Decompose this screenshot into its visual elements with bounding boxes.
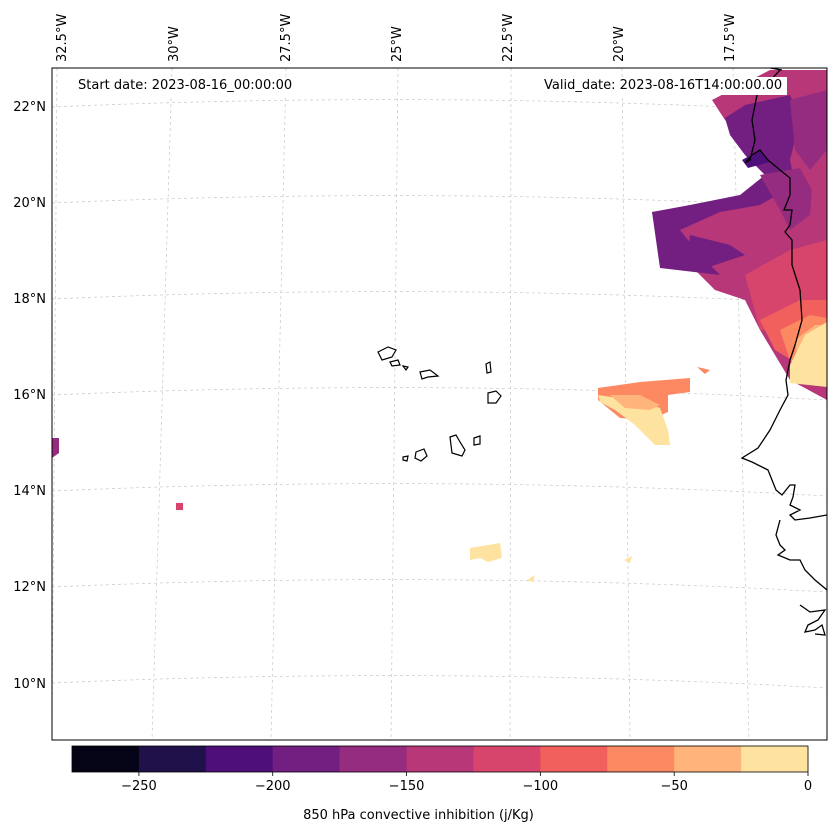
cin-patch-25-b xyxy=(470,543,502,562)
island-santiago xyxy=(449,434,466,457)
lat-label: 20°N xyxy=(13,196,46,211)
colorbar-segment xyxy=(674,746,742,772)
cin-patch-25-c xyxy=(527,575,535,582)
lat-label: 12°N xyxy=(13,580,46,595)
island-sal xyxy=(485,361,492,374)
colorbar-tick-label: −250 xyxy=(121,779,157,794)
gridline-lon-17-5 xyxy=(732,68,750,740)
cin-patch-75-b xyxy=(697,367,710,374)
gridline-lon-30 xyxy=(151,68,173,740)
lon-label: 22.5°W xyxy=(501,14,516,62)
gridline-lat-14 xyxy=(52,483,827,497)
lon-label: 30°W xyxy=(167,26,182,62)
gridline-lat-16 xyxy=(52,387,827,401)
colorbar-title: 850 hPa convective inhibition (j/Kg) xyxy=(303,808,534,823)
lon-label: 17.5°W xyxy=(723,14,738,62)
lon-label: 32.5°W xyxy=(55,14,70,62)
gridline-lon-27-5 xyxy=(270,68,287,740)
map-frame-border xyxy=(51,67,828,741)
colorbar-border xyxy=(71,745,809,773)
colorbar-segment xyxy=(138,746,207,772)
gridline-lon-22-5 xyxy=(509,68,512,740)
gridline-lat-12 xyxy=(52,579,827,593)
gridline-lat-18 xyxy=(52,291,827,305)
colorbar-segment xyxy=(72,746,140,772)
coastline-south xyxy=(775,519,827,591)
gridline-lon-32-5 xyxy=(52,68,58,740)
colorbar-segment xyxy=(741,746,809,772)
colorbar-tick-label: −50 xyxy=(660,779,687,794)
colorbar-segment xyxy=(272,746,341,772)
start-date-label: Start date: 2023-08-16_00:00:00 xyxy=(73,77,298,95)
cin-patch-175 xyxy=(52,438,59,458)
island-boa-vista xyxy=(487,390,502,404)
cin-contours xyxy=(52,70,827,582)
cin-patch-125 xyxy=(176,503,183,510)
gridlines xyxy=(52,68,827,740)
coastline-islands-bissau xyxy=(799,604,827,636)
colorbar-segment xyxy=(406,746,474,772)
colorbar-tick-label: −150 xyxy=(389,779,425,794)
island-maio xyxy=(473,435,481,446)
cin-contour-200 xyxy=(652,95,800,275)
cin-contour-200-b xyxy=(688,235,745,270)
cin-patch-25-d xyxy=(624,556,632,563)
colorbar-segment xyxy=(607,746,675,772)
lat-labels: 22°N 20°N 18°N 16°N 14°N 12°N 10°N xyxy=(13,100,46,692)
island-brava xyxy=(402,455,409,462)
lat-label: 10°N xyxy=(13,677,46,692)
lon-label: 20°W xyxy=(612,26,627,62)
lon-label: 25°W xyxy=(390,26,405,62)
island-santo-antao xyxy=(377,346,397,361)
valid-date-label: Valid_date: 2023-08-16T14:00:00.00 xyxy=(539,77,788,95)
gridline-lat-22 xyxy=(52,99,827,113)
lon-labels: 32.5°W 30°W 27.5°W 25°W 22.5°W 20°W 17.5… xyxy=(55,14,738,62)
lat-label: 22°N xyxy=(13,100,46,115)
colorbar-segment xyxy=(473,746,541,772)
cin-contour-175 xyxy=(760,168,812,230)
gridline-lat-20 xyxy=(52,195,827,209)
cin-contour-25 xyxy=(790,322,827,387)
cin-contour-175-b xyxy=(790,90,827,170)
island-santa-luzia xyxy=(401,365,409,372)
gridline-lat-10 xyxy=(52,675,827,689)
cin-patch-50 xyxy=(610,395,660,410)
lat-label: 14°N xyxy=(13,484,46,499)
colorbar-segment xyxy=(339,746,408,772)
colorbar-segment xyxy=(540,746,608,772)
colorbar-segment xyxy=(205,746,274,772)
map-frame-bg xyxy=(52,68,827,740)
lat-label: 16°N xyxy=(13,388,46,403)
lon-label: 27.5°W xyxy=(279,14,294,62)
gridline-lon-25 xyxy=(390,68,399,740)
colorbar-tick-label: 0 xyxy=(804,779,812,794)
island-sao-vicente xyxy=(389,359,401,367)
cape-verde-islands xyxy=(377,346,502,462)
colorbar: −250 −200 −150 −100 −50 0 xyxy=(71,745,812,794)
colorbar-tick-label: −200 xyxy=(255,779,291,794)
lat-label: 18°N xyxy=(13,292,46,307)
colorbar-tick-label: −100 xyxy=(523,779,559,794)
island-sao-nicolau xyxy=(419,369,440,380)
island-fogo xyxy=(414,448,428,462)
